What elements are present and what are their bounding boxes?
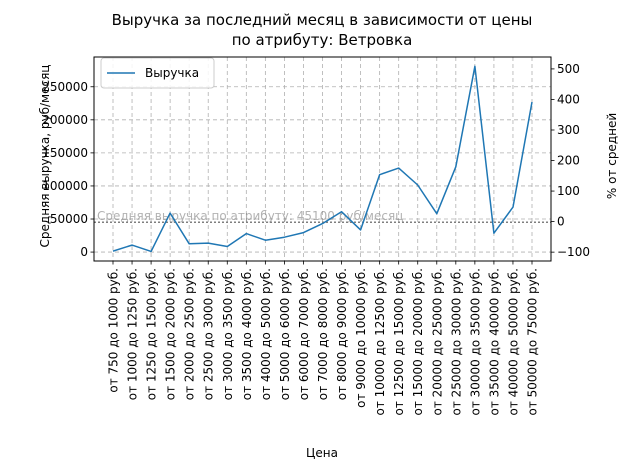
right-y-tick-label: 500 [557,62,580,76]
x-tick-label: от 3000 до 3500 руб. [221,268,235,400]
x-tick-label: от 750 до 1000 руб. [107,268,121,393]
right-y-axis-label: % от средней [605,113,619,199]
x-tick-label: от 2000 до 2500 руб. [183,268,197,400]
x-tick-label: от 7000 до 8000 руб. [316,268,330,400]
x-tick-label: от 10000 до 12500 руб. [373,268,387,416]
y-tick-label: 100000 [42,179,88,193]
x-tick-label: от 1000 до 1250 руб. [126,268,140,400]
right-y-tick-label: 100 [557,184,580,198]
x-tick-label: от 25000 до 30000 руб. [449,268,463,416]
x-tick-label: от 5000 до 6000 руб. [278,268,292,400]
x-tick-label: от 12500 до 15000 руб. [392,268,406,416]
y-tick-label: 250000 [42,80,88,94]
right-y-tick-label: 300 [557,123,580,137]
right-y-tick-label: 0 [557,215,565,229]
right-y-tick-label: 400 [557,92,580,106]
right-y-tick-label: 200 [557,154,580,168]
chart-title-line2: по атрибуту: Ветровка [232,31,413,49]
x-tick-label: от 15000 до 20000 руб. [411,268,425,416]
x-tick-label: от 8000 до 9000 руб. [335,268,349,400]
left-y-axis: 0 50000 100000 150000 200000 250000 [42,80,94,259]
x-tick-label: от 1500 до 2000 руб. [164,268,178,400]
average-line-label: Средняя выручка по атрибуту: 45100 руб/м… [97,209,403,223]
x-tick-label: от 35000 до 40000 руб. [487,268,501,416]
x-tick-label: от 40000 до 50000 руб. [507,268,521,416]
series-line [112,65,533,253]
right-y-tick-label: −100 [557,245,590,259]
x-axis: от 750 до 1000 руб. от 1000 до 1250 руб. о… [107,261,540,416]
x-tick-label: от 1250 до 1500 руб. [145,268,159,400]
legend: Выручка [100,57,215,89]
legend-box [100,57,215,89]
x-tick-label: от 4000 до 5000 руб. [259,268,273,400]
x-tick-label: от 6000 до 7000 руб. [297,268,311,400]
y-tick-label: 200000 [42,113,88,127]
x-axis-label: Цена [306,446,338,460]
average-line-group: Средняя выручка по атрибуту: 45100 руб/м… [94,209,551,223]
y-tick-label: 0 [80,245,88,259]
x-tick-label: от 30000 до 35000 руб. [468,268,482,416]
grid [94,57,551,261]
x-tick-label: от 50000 до 75000 руб. [526,268,540,416]
series-group [112,65,533,253]
y-tick-label: 50000 [50,212,88,226]
y-tick-label: 150000 [42,146,88,160]
x-tick-label: от 2500 до 3000 руб. [202,268,216,400]
x-tick-label: от 20000 до 25000 руб. [430,268,444,416]
chart-title-line1: Выручка за последний месяц в зависимости… [112,11,533,29]
legend-label: Выручка [145,66,199,80]
x-tick-label: от 3500 до 4000 руб. [240,268,254,400]
right-y-axis: −100 0 100 200 300 400 500 [551,62,590,259]
x-tick-label: от 9000 до 10000 руб. [354,268,368,408]
y-axis-label: Средняя выручка, руб/месяц [38,65,52,248]
